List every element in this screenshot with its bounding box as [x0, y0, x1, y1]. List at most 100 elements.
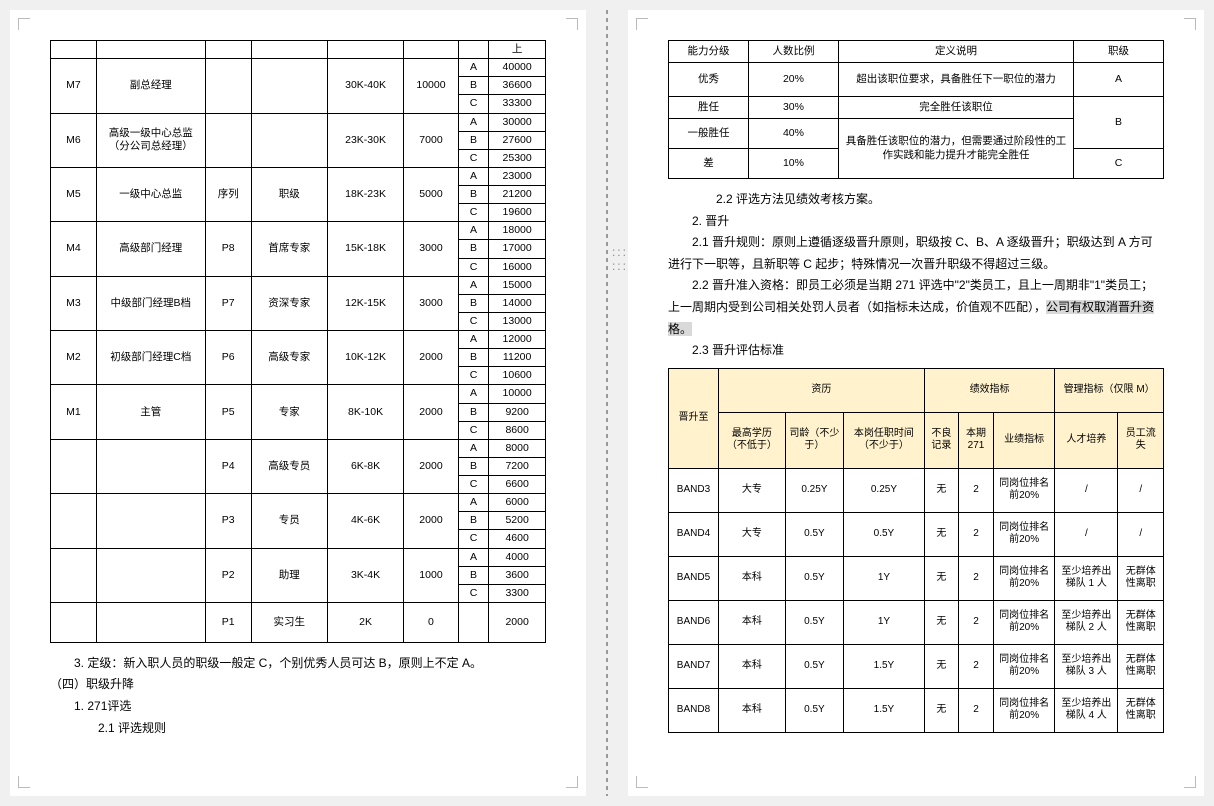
cell: 1.5Y: [843, 644, 924, 688]
header-cell: 司龄（不少于）: [785, 412, 843, 468]
cell: 一般胜任: [668, 119, 748, 149]
cell: 30%: [748, 97, 838, 119]
cell: 胜任: [668, 97, 748, 119]
cell: 8K-10K: [327, 385, 403, 439]
cell: B: [1074, 97, 1164, 149]
cell: /: [1055, 468, 1118, 512]
cell: 12000: [489, 331, 546, 349]
cell: 2000: [404, 385, 459, 439]
cell: [404, 41, 459, 59]
cell: 8000: [489, 439, 546, 457]
cell: A: [458, 494, 489, 512]
cell: 上: [489, 41, 546, 59]
cell: 同岗位排名前20%: [994, 556, 1055, 600]
cell: 6K-8K: [327, 439, 403, 493]
cell: 2: [958, 512, 993, 556]
cell: 12K-15K: [327, 276, 403, 330]
text-line: 2.1 评选规则: [50, 718, 546, 740]
cell: A: [1074, 63, 1164, 97]
cell: 0.5Y: [785, 600, 843, 644]
corner-mark: [636, 776, 648, 788]
cell: 0: [404, 602, 459, 642]
capability-table: 能力分级人数比例定义说明职级优秀20%超出该职位要求，具备胜任下一职位的潜力A胜…: [668, 40, 1164, 179]
cell: 4K-6K: [327, 494, 403, 548]
text-line: 3. 定级：新入职人员的职级一般定 C，个别优秀人员可达 B，原则上不定 A。: [50, 653, 546, 675]
header-cell: 最高学历（不低于）: [718, 412, 785, 468]
header-cell: 业绩指标: [994, 412, 1055, 468]
cell: P2: [205, 548, 251, 602]
cell: 20%: [748, 63, 838, 97]
cell: C: [458, 530, 489, 548]
drag-handle-icon[interactable]: ::::::: [612, 245, 628, 274]
cell: [96, 494, 205, 548]
cell: P3: [205, 494, 251, 548]
cell: 专家: [251, 385, 327, 439]
cell: 本科: [718, 644, 785, 688]
cell: 序列: [205, 167, 251, 221]
cell: BAND3: [668, 468, 718, 512]
cell: [458, 602, 489, 642]
cell: 无: [924, 688, 958, 732]
cell: 23000: [489, 167, 546, 185]
cell: 11200: [489, 349, 546, 367]
cell: 16000: [489, 258, 546, 276]
cell: 7000: [404, 113, 459, 167]
cell: 无: [924, 600, 958, 644]
corner-mark: [636, 18, 648, 30]
corner-mark: [1184, 776, 1196, 788]
cell: B: [458, 77, 489, 95]
cell: 首席专家: [251, 222, 327, 276]
cell: 差: [668, 149, 748, 179]
cell: C: [458, 584, 489, 602]
cell: M4: [51, 222, 97, 276]
header-cell: 管理指标（仅限 M）: [1055, 368, 1164, 412]
cell: P1: [205, 602, 251, 642]
cell: 无群体性离职: [1118, 600, 1164, 644]
right-page: :::::: 能力分级人数比例定义说明职级优秀20%超出该职位要求，具备胜任下一…: [628, 10, 1204, 796]
cell: C: [458, 149, 489, 167]
cell: 本科: [718, 688, 785, 732]
corner-mark: [18, 776, 30, 788]
cell: 6600: [489, 476, 546, 494]
cell: 一级中心总监: [96, 167, 205, 221]
header-cell: 本岗任职时间（不少于）: [843, 412, 924, 468]
cell: 40000: [489, 59, 546, 77]
cell: 同岗位排名前20%: [994, 468, 1055, 512]
cell: 4600: [489, 530, 546, 548]
cell: 0.5Y: [785, 688, 843, 732]
cell: 高级专员: [251, 439, 327, 493]
cell: B: [458, 457, 489, 475]
cell: 15K-18K: [327, 222, 403, 276]
cell: 优秀: [668, 63, 748, 97]
cell: 3000: [404, 222, 459, 276]
cell: 高级专家: [251, 331, 327, 385]
header-cell: 资历: [718, 368, 924, 412]
cell: C: [458, 367, 489, 385]
cell: 无: [924, 468, 958, 512]
page-divider: [606, 10, 608, 796]
header-cell: 本期271: [958, 412, 993, 468]
header-cell: 定义说明: [838, 41, 1073, 63]
cell: [51, 602, 97, 642]
cell: 2: [958, 688, 993, 732]
cell: 0.25Y: [843, 468, 924, 512]
cell: 大专: [718, 512, 785, 556]
cell: A: [458, 167, 489, 185]
cell: P6: [205, 331, 251, 385]
cell: 资深专家: [251, 276, 327, 330]
cell: 具备胜任该职位的潜力，但需要通过阶段性的工作实践和能力提升才能完全胜任: [838, 119, 1073, 179]
cell: /: [1118, 512, 1164, 556]
cell: 9200: [489, 403, 546, 421]
cell: 10K-12K: [327, 331, 403, 385]
header-cell: 人才培养: [1055, 412, 1118, 468]
cell: 2000: [404, 331, 459, 385]
cell: M5: [51, 167, 97, 221]
cell: [96, 602, 205, 642]
cell: [251, 41, 327, 59]
cell: 初级部门经理C档: [96, 331, 205, 385]
cell: 1Y: [843, 556, 924, 600]
cell: 主管: [96, 385, 205, 439]
cell: P8: [205, 222, 251, 276]
cell: A: [458, 331, 489, 349]
right-paragraphs: 2.2 评选方法见绩效考核方案。 2. 晋升 2.1 晋升规则：原则上遵循逐级晋…: [668, 189, 1164, 362]
